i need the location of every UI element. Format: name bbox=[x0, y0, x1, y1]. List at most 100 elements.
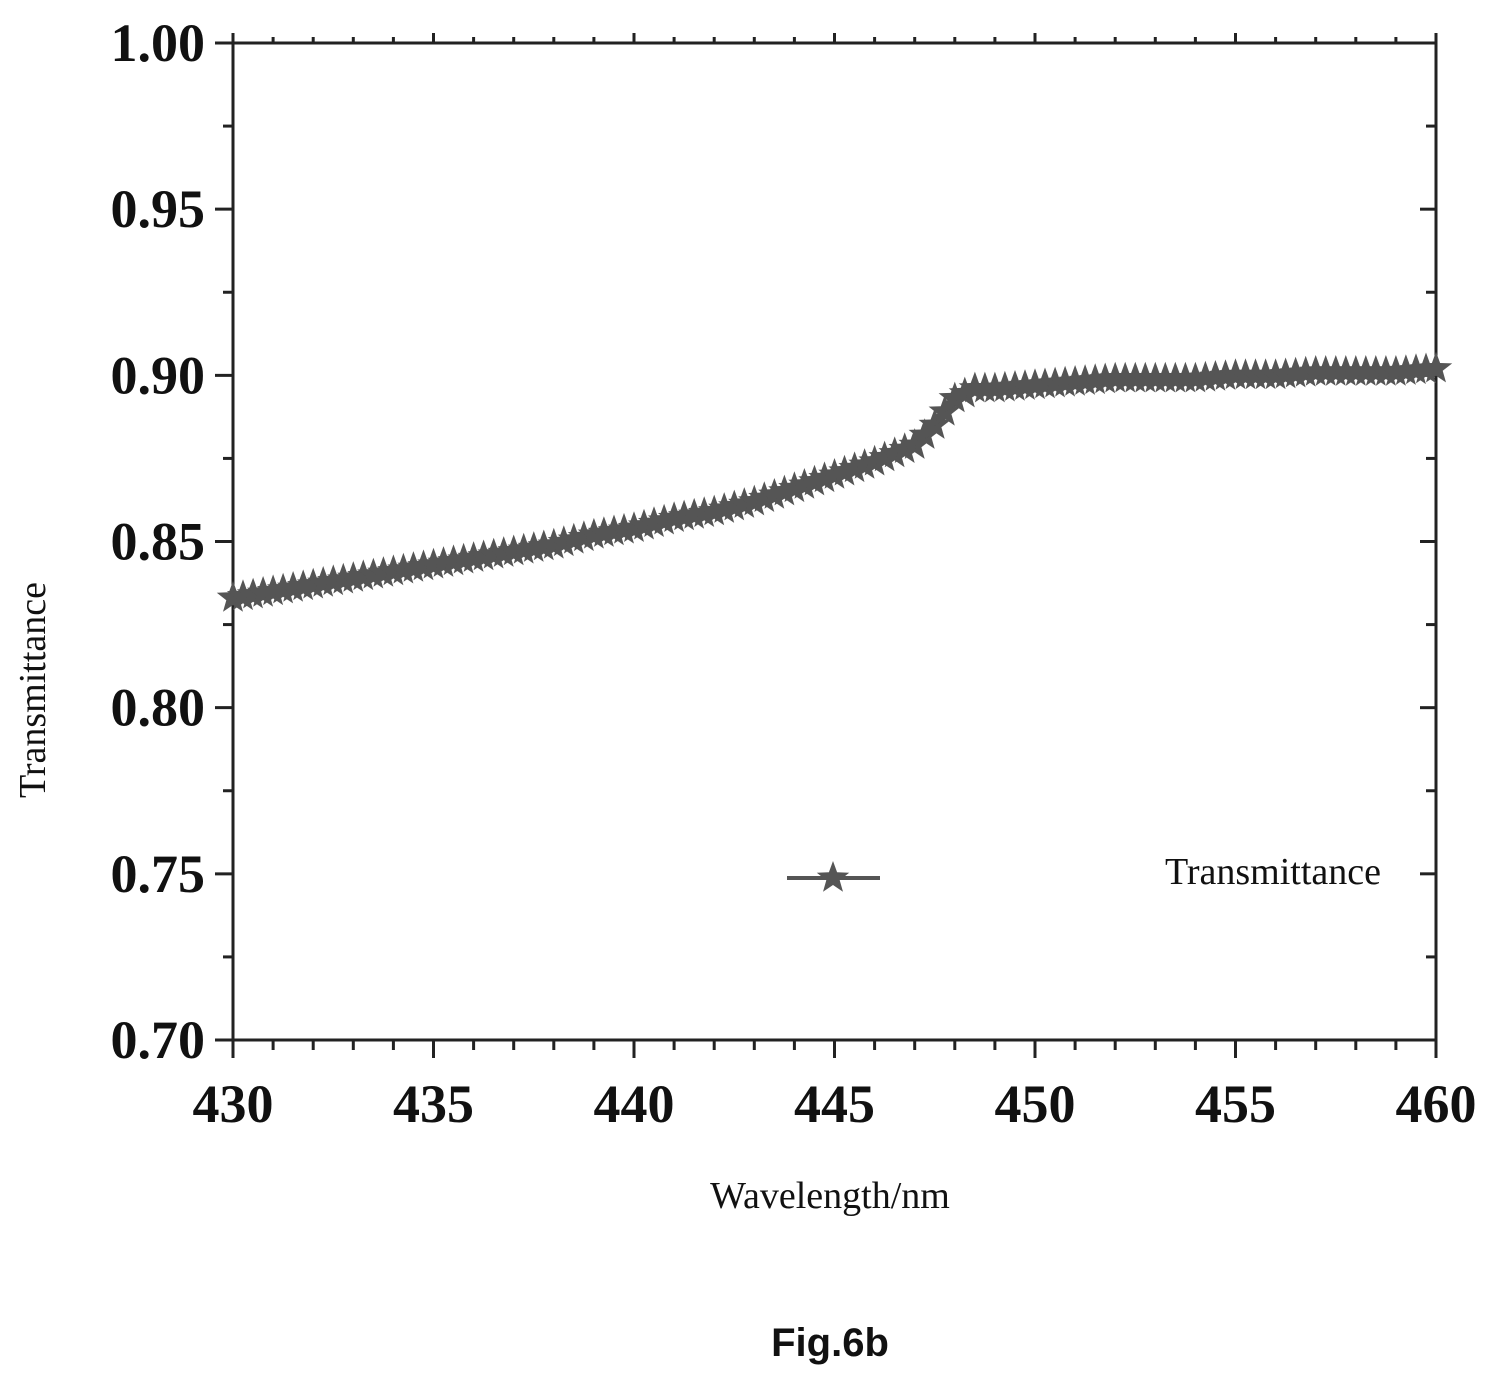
data-point-star bbox=[367, 556, 400, 587]
data-point-star bbox=[557, 522, 590, 554]
data-point-star bbox=[818, 458, 851, 489]
legend-marker-star bbox=[816, 861, 850, 892]
data-point-star bbox=[577, 517, 611, 549]
data-point-star bbox=[808, 461, 841, 493]
x-tick-labels: 430 435 440 445 450 455 460 bbox=[193, 1074, 1477, 1134]
data-point-star bbox=[828, 454, 861, 486]
data-point-star bbox=[868, 440, 901, 472]
data-point-star bbox=[838, 451, 871, 483]
axis-ticks bbox=[215, 33, 1438, 1058]
data-point-star bbox=[948, 376, 981, 408]
data-point-star bbox=[1419, 351, 1453, 383]
data-point-star bbox=[547, 525, 580, 557]
data-point-star bbox=[267, 572, 300, 604]
data-point-star bbox=[798, 464, 831, 496]
data-point-star bbox=[728, 487, 761, 518]
data-point-star bbox=[657, 501, 691, 532]
data-point-star bbox=[898, 428, 931, 459]
data-point-star bbox=[226, 579, 260, 611]
data-point-star bbox=[758, 478, 791, 509]
data-point-star bbox=[637, 506, 671, 537]
data-point-star bbox=[327, 562, 360, 594]
x-tick-label: 460 bbox=[1396, 1074, 1477, 1134]
data-point-star bbox=[277, 571, 310, 602]
data-point-star bbox=[427, 546, 460, 577]
data-point-star bbox=[738, 484, 771, 516]
x-tick-label: 450 bbox=[995, 1074, 1076, 1134]
data-point-star bbox=[527, 529, 560, 561]
data-point-star bbox=[678, 497, 711, 529]
legend-label: Transmittance bbox=[1165, 851, 1381, 893]
data-point-star bbox=[668, 499, 701, 531]
data-point-star bbox=[567, 520, 600, 552]
data-point-star bbox=[467, 539, 500, 571]
data-point-star bbox=[357, 557, 390, 589]
data-point-star bbox=[347, 559, 380, 591]
data-point-star bbox=[216, 581, 250, 612]
data-point-star bbox=[487, 536, 520, 567]
data-point-star bbox=[387, 552, 420, 584]
data-point-star bbox=[297, 567, 330, 599]
data-point-star bbox=[858, 444, 891, 476]
y-tick-label: 1.00 bbox=[111, 13, 206, 73]
data-point-star bbox=[768, 474, 801, 506]
data-point-star bbox=[447, 542, 480, 574]
data-point-star bbox=[928, 394, 961, 426]
data-point-star bbox=[698, 494, 731, 526]
data-point-star bbox=[397, 551, 430, 582]
data-point-star bbox=[236, 577, 270, 609]
data-point-star bbox=[497, 534, 530, 566]
data-point-star bbox=[918, 408, 951, 439]
y-tick-label: 0.95 bbox=[111, 179, 206, 239]
data-point-star bbox=[597, 514, 631, 546]
data-point-star bbox=[908, 418, 941, 449]
data-point-star bbox=[507, 532, 540, 564]
data-point-star bbox=[888, 432, 921, 463]
data-point-star bbox=[317, 564, 350, 596]
data-point-star bbox=[587, 516, 621, 547]
data-point-star bbox=[627, 508, 661, 540]
data-point-star bbox=[848, 448, 881, 479]
data-point-star bbox=[437, 544, 470, 576]
y-tick-label: 0.90 bbox=[111, 345, 206, 405]
data-point-star bbox=[878, 436, 911, 468]
y-tick-label: 0.70 bbox=[111, 1010, 206, 1070]
data-point-star bbox=[256, 574, 290, 606]
legend: Transmittance bbox=[787, 851, 1381, 893]
data-point-star bbox=[417, 547, 450, 579]
data-point-star bbox=[477, 537, 510, 569]
data-point-star bbox=[407, 549, 440, 581]
data-point-star bbox=[938, 381, 971, 413]
figure-caption: Fig.6b bbox=[771, 1321, 889, 1365]
y-tick-label: 0.80 bbox=[111, 678, 206, 738]
x-tick-label: 445 bbox=[794, 1074, 875, 1134]
y-axis-title: Transmittance bbox=[12, 582, 54, 798]
data-point-star bbox=[647, 503, 681, 535]
data-point-star bbox=[788, 468, 821, 499]
data-point-star bbox=[718, 489, 751, 521]
x-tick-label: 440 bbox=[594, 1074, 675, 1134]
data-point-star bbox=[537, 527, 570, 559]
data-point-star bbox=[517, 531, 550, 562]
x-tick-label: 430 bbox=[193, 1074, 274, 1134]
data-point-star bbox=[617, 511, 651, 542]
data-point-star bbox=[246, 576, 280, 607]
x-axis-title: Wavelength/nm bbox=[710, 1175, 950, 1217]
data-point-star bbox=[708, 492, 741, 523]
data-point-star bbox=[748, 481, 781, 512]
series-group bbox=[216, 351, 1453, 612]
data-point-star bbox=[688, 496, 721, 527]
data-point-star bbox=[457, 541, 490, 572]
y-tick-label: 0.85 bbox=[111, 512, 206, 572]
y-tick-labels: 0.70 0.75 0.80 0.85 0.90 0.95 1.00 bbox=[111, 13, 206, 1070]
data-point-star bbox=[377, 554, 410, 586]
data-point-star bbox=[778, 471, 811, 503]
x-tick-label: 455 bbox=[1195, 1074, 1276, 1134]
data-point-star bbox=[337, 561, 370, 592]
data-point-star bbox=[607, 512, 641, 544]
data-point-star bbox=[307, 566, 340, 597]
data-point-star bbox=[287, 569, 320, 601]
x-tick-label: 435 bbox=[393, 1074, 474, 1134]
y-tick-label: 0.75 bbox=[111, 844, 206, 904]
